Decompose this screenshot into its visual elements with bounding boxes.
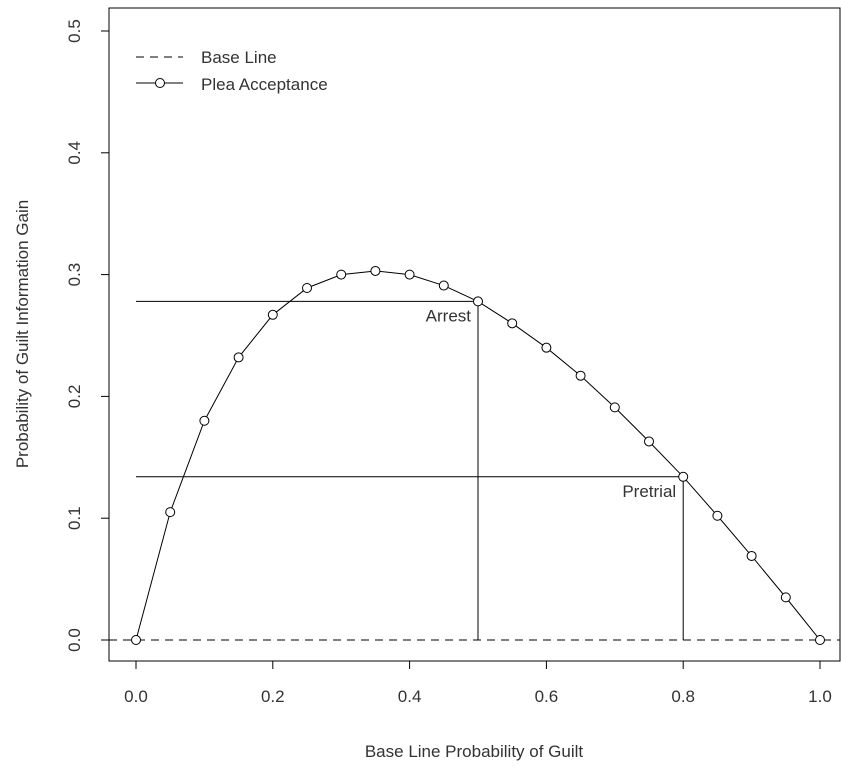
y-tick-label: 0.2 [65,385,84,409]
plea-data-point [199,415,210,426]
x-tick-label: 1.0 [808,687,832,706]
plea-data-point [746,550,757,561]
x-tick-label: 0.6 [535,687,559,706]
legend-baseline-label: Base Line [201,48,277,67]
y-tick-label: 0.4 [65,141,84,165]
y-axis: 0.0 0.1 0.2 0.3 0.4 0.5 [65,19,110,652]
plea-data-point [404,269,415,280]
legend-plea-marker [155,78,165,88]
plea-data-point [370,265,381,276]
legend-plea-label: Plea Acceptance [201,75,328,94]
legend: Base Line Plea Acceptance [136,48,328,94]
annotations: Arrest Pretrial [426,306,677,500]
y-tick-label: 0.1 [65,506,84,530]
plea-data-point [473,296,483,307]
plea-data-point [233,352,244,363]
annotation-label: Arrest [426,306,472,325]
plea-data-point [575,370,586,381]
x-axis: 0.0 0.2 0.4 0.6 0.8 1.0 [124,660,832,706]
plea-data-point [712,510,723,521]
x-tick-label: 0.8 [671,687,695,706]
y-tick-label: 0.5 [65,19,84,43]
y-tick-label: 0.3 [65,263,84,287]
plea-data-point [438,280,449,291]
plea-data-point [336,269,347,280]
x-tick-label: 0.2 [261,687,285,706]
annotation-label: Pretrial [622,482,676,501]
plea-data-point [541,342,552,353]
chart-marks [109,265,840,645]
plea-data-point [780,592,791,603]
plea-data-point [165,507,176,518]
plea-data-point [815,635,825,645]
y-axis-label: Probability of Guilt Information Gain [13,200,32,468]
plea-data-point [267,309,278,320]
plea-data-point [302,282,312,293]
x-axis-label: Base Line Probability of Guilt [365,742,584,761]
x-tick-label: 0.0 [124,687,148,706]
plea-data-point [131,635,141,645]
plea-data-point [507,318,518,329]
plea-data-point [609,402,620,413]
x-tick-label: 0.4 [398,687,422,706]
y-tick-label: 0.0 [65,628,84,652]
plea-data-point [644,436,654,447]
plea-data-point [678,471,689,482]
plot-frame [108,7,841,662]
